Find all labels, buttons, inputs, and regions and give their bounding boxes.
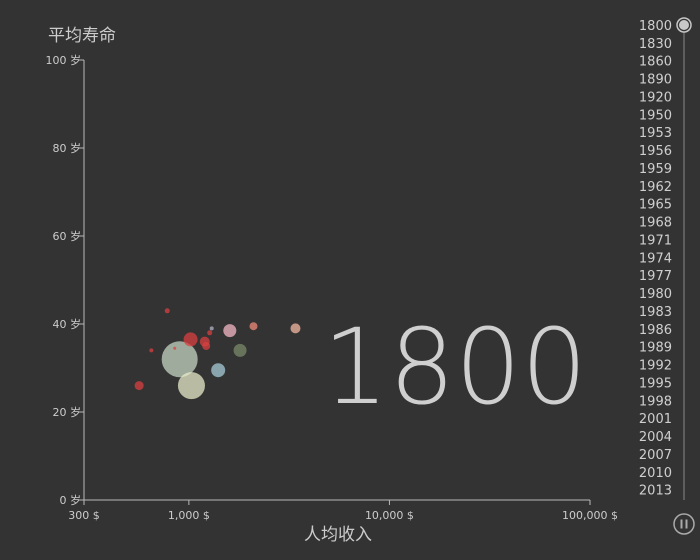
pause-button-ring[interactable] — [673, 513, 695, 535]
y-tick-label: 100 岁 — [46, 53, 82, 67]
country-bubble[interactable] — [177, 372, 205, 400]
y-tick-label: 40 岁 — [53, 317, 82, 331]
current-year-label: 1800 — [323, 306, 588, 428]
x-tick-label: 100,000 $ — [562, 509, 618, 522]
y-tick-label: 0 岁 — [60, 493, 82, 507]
timeline-year[interactable]: 1980 — [639, 287, 672, 302]
timeline-handle-knob[interactable] — [679, 20, 689, 30]
year-timeline[interactable]: 1800 1830 1860 1890 1920 1950 1953 1956 1959 1962… — [639, 17, 695, 535]
timeline-year[interactable]: 1968 — [639, 216, 672, 231]
timeline-year[interactable]: 1890 — [639, 73, 672, 88]
timeline-year[interactable]: 1986 — [639, 323, 672, 338]
timeline-year[interactable]: 2013 — [639, 484, 672, 499]
country-bubble[interactable] — [173, 346, 177, 350]
timeline-year[interactable]: 1920 — [639, 90, 672, 105]
y-tick-label: 20 岁 — [53, 405, 82, 419]
timeline-year[interactable]: 1800 — [639, 19, 672, 34]
country-bubble[interactable] — [249, 322, 258, 331]
timeline-year[interactable]: 1830 — [639, 37, 672, 52]
timeline-year[interactable]: 2010 — [639, 466, 672, 481]
x-axis-label: 人均收入 — [304, 525, 372, 545]
timeline-year[interactable]: 1860 — [639, 55, 672, 70]
country-bubble[interactable] — [211, 363, 226, 378]
axes: 0 岁 20 岁 40 岁 60 岁 80 岁 100 岁 300 $ 1,000 $ 10,0… — [46, 53, 618, 522]
timeline-year[interactable]: 1962 — [639, 180, 672, 195]
pause-button[interactable] — [673, 513, 695, 535]
timeline-year[interactable]: 1974 — [639, 251, 672, 266]
country-bubble[interactable] — [161, 341, 198, 378]
timeline-year[interactable]: 2004 — [639, 430, 672, 445]
timeline-year[interactable]: 1950 — [639, 108, 672, 123]
timeline-year[interactable]: 2007 — [639, 448, 672, 463]
country-bubble[interactable] — [290, 323, 301, 334]
x-tick-label: 300 $ — [68, 509, 100, 522]
country-bubble[interactable] — [202, 342, 211, 350]
timeline-year[interactable]: 1983 — [639, 305, 672, 320]
timeline-year[interactable]: 1959 — [639, 162, 672, 177]
x-tick-label: 10,000 $ — [365, 509, 414, 522]
y-tick-label: 60 岁 — [53, 229, 82, 243]
timeline-year[interactable]: 1956 — [639, 144, 672, 159]
timeline-year[interactable]: 1995 — [639, 376, 672, 391]
pause-icon — [680, 519, 683, 529]
timeline-year[interactable]: 2001 — [639, 412, 672, 427]
timeline-year[interactable]: 1971 — [639, 233, 672, 248]
data-points — [134, 308, 301, 400]
timeline-year[interactable]: 1977 — [639, 269, 672, 284]
country-bubble[interactable] — [164, 308, 170, 314]
country-bubble[interactable] — [223, 324, 237, 338]
country-bubble[interactable] — [149, 348, 154, 353]
x-tick-label: 1,000 $ — [168, 509, 210, 522]
pause-icon — [685, 519, 688, 529]
timeline-year[interactable]: 1998 — [639, 394, 672, 409]
country-bubble[interactable] — [183, 332, 198, 347]
timeline-year[interactable]: 1965 — [639, 198, 672, 213]
timeline-year[interactable]: 1953 — [639, 126, 672, 141]
y-axis-label: 平均寿命 — [48, 26, 116, 46]
country-bubble[interactable] — [134, 381, 144, 391]
timeline-year[interactable]: 1989 — [639, 341, 672, 356]
country-bubble[interactable] — [209, 326, 214, 331]
timeline-year[interactable]: 1992 — [639, 359, 672, 374]
country-bubble[interactable] — [207, 330, 213, 336]
y-tick-label: 80 岁 — [53, 141, 82, 155]
country-bubble[interactable] — [233, 343, 247, 357]
